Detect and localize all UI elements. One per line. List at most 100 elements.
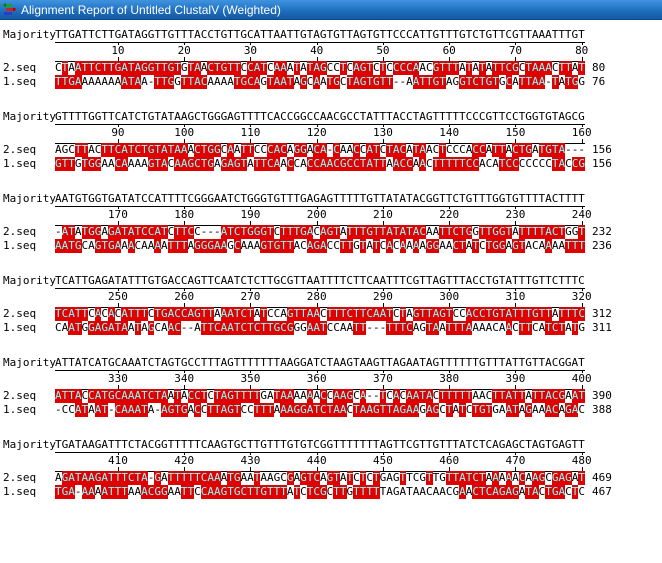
residue-cell: T [379, 157, 387, 171]
residue-cell: G [187, 157, 195, 171]
residue-cell: T [518, 239, 526, 253]
residue-cell: G [346, 389, 354, 403]
residue-cell: C [452, 143, 460, 156]
residue-cell: A [406, 143, 413, 156]
residue-cell: C [426, 61, 433, 74]
residue-cell: T [353, 321, 360, 335]
residue-cell: A [532, 471, 539, 485]
residue-cell: - [55, 225, 62, 238]
residue-cell: T [74, 321, 82, 335]
residue-cell: - [74, 485, 82, 498]
residue-cell: G [565, 403, 572, 417]
residue-cell: T [565, 61, 572, 75]
residue-cell: C [260, 143, 267, 156]
residue-cell: T [386, 307, 393, 321]
residue-cell: A [412, 239, 420, 253]
residue-cell: A [532, 143, 539, 156]
ruler-number: 350 [240, 372, 261, 385]
residue-cell: A [326, 157, 334, 171]
ruler-tick [581, 42, 583, 45]
residue-cell: A [366, 143, 373, 157]
residue-cell: A [505, 471, 513, 485]
majority-label: Majority [3, 356, 56, 369]
residue-cell: C [353, 471, 360, 484]
ruler-number: 190 [240, 208, 261, 221]
residue-cell: T [207, 321, 214, 335]
residue-cell: T [479, 75, 486, 89]
residue-cell: A [94, 403, 102, 417]
residue-cell: T [174, 61, 181, 75]
residue-cell: A [161, 389, 168, 403]
residue-cell: A [167, 485, 175, 498]
residue-cell: A [121, 403, 128, 417]
residue-cell: T [353, 485, 360, 499]
ruler-tick [184, 124, 186, 127]
ruler-tick [117, 370, 119, 373]
ruler-row: 250 260 270 280 290 300 310 320 [3, 288, 662, 308]
residue-cell: C [353, 143, 360, 157]
residue-cell: G [141, 61, 148, 75]
residue-cell: A [88, 403, 95, 416]
ruler-number: 220 [439, 208, 460, 221]
residue-cell: T [406, 225, 413, 239]
residue-cell: T [134, 225, 142, 239]
ruler-tick [581, 139, 583, 143]
residue-cell: G [353, 239, 360, 252]
sequence-label: 2.seq [3, 225, 37, 238]
residue-cell: A [247, 239, 254, 252]
residue-cell: T [74, 143, 82, 157]
residue-cell: C [286, 157, 294, 171]
residue-cell: A [247, 471, 254, 484]
residue-cell: A [479, 321, 486, 334]
residue-cell: - [214, 225, 221, 238]
residue-cell: G [233, 157, 241, 171]
residue-cell: T [61, 61, 69, 75]
residue-cell: A [101, 75, 108, 88]
residue-cell: G [419, 471, 426, 484]
residue-cell: A [253, 61, 261, 75]
residue-cell: T [161, 225, 168, 239]
residue-cell: C [114, 143, 122, 157]
residue-cell: T [459, 321, 466, 335]
residue-cell: G [101, 321, 108, 335]
residue-cell: T [253, 485, 261, 499]
residue-cell: T [134, 471, 142, 485]
residue-cell: A [280, 403, 287, 417]
residue-cell: C [512, 143, 519, 157]
residue-cell: T [578, 239, 585, 253]
residue-cell: C [479, 307, 486, 321]
title-bar[interactable]: Alignment Report of Untitled ClustalV (W… [0, 0, 662, 20]
residue-cell: G [525, 143, 532, 157]
residue-cell: A [180, 157, 188, 171]
residue-cell: G [512, 61, 519, 75]
residue-cell: A [538, 321, 546, 334]
residue-cell: G [167, 75, 175, 89]
residue-cell: T [545, 485, 552, 499]
row-end-position: 156 [592, 157, 612, 170]
residue-cell: - [399, 75, 407, 88]
residue-cell: T [121, 485, 128, 499]
residue-cell: T [386, 321, 393, 335]
residue-cell: G [452, 485, 460, 498]
ruler-tick [382, 139, 384, 143]
residue-cell: A [88, 239, 95, 252]
residue-cell: A [432, 321, 440, 335]
residue-cell: T [200, 389, 208, 403]
residue-cell: T [439, 143, 446, 157]
residue-cell: T [233, 61, 241, 75]
sequence-row: 1.seq -CCATAAT-CAAATA-AGTGACCTTAGTCCTTTAA… [3, 403, 662, 417]
residue-cell: T [154, 75, 161, 89]
residue-cell: T [346, 239, 354, 253]
residue-cell: G [300, 471, 307, 485]
ruler-row: 330 340 350 360 370 380 390 400 [3, 370, 662, 390]
residue-cell: G [167, 403, 175, 417]
residue-cell: T [240, 225, 248, 239]
residue-cell: G [379, 471, 387, 484]
residue-cell: C [326, 61, 334, 74]
residue-cell: G [180, 61, 188, 74]
sequence-cells: CAATGGAGATAATAGCAAC--ATTCAATCTCTTGCGGGAA… [55, 321, 585, 335]
sequence-row: 2.seq AGATAAGATTTCTA-GATTTTTCAAATGAATAAGC… [3, 471, 662, 485]
residue-cell: A [505, 403, 513, 417]
residue-cell: T [498, 389, 506, 403]
residue-cell: A [558, 485, 566, 499]
